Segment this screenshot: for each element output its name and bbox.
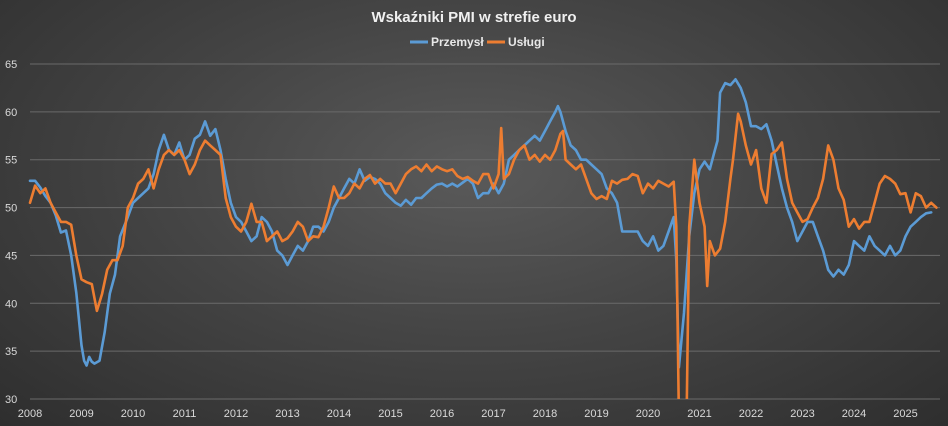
y-tick-label: 60 <box>5 107 17 119</box>
x-tick-label: 2022 <box>739 408 763 420</box>
series-line-1 <box>28 112 938 399</box>
x-axis: 2008 2009 2010 2011 2012 2013 2014 2015 2016 2017… <box>18 408 918 420</box>
x-tick-label: 2012 <box>224 408 248 420</box>
grid-lines <box>30 63 940 400</box>
x-tick-label: 2014 <box>327 408 351 420</box>
x-tick-label: 2021 <box>687 408 711 420</box>
y-tick-label: 55 <box>5 155 17 167</box>
x-tick-label: 2018 <box>533 408 557 420</box>
y-tick-label: 30 <box>5 394 17 406</box>
x-tick-label: 2017 <box>481 408 505 420</box>
plot-area <box>28 78 938 399</box>
x-tick-label: 2011 <box>173 408 197 420</box>
legend-label-1: Usługi <box>508 35 545 49</box>
series-line-0 <box>28 78 933 369</box>
legend-label-0: Przemysł <box>431 35 484 49</box>
y-tick-label: 35 <box>5 346 17 358</box>
legend: Przemysł Usługi <box>410 35 545 49</box>
x-tick-label: 2024 <box>842 408 866 420</box>
y-tick-label: 50 <box>5 203 17 215</box>
y-tick-label: 65 <box>5 59 17 71</box>
x-tick-label: 2009 <box>69 408 93 420</box>
y-tick-label: 45 <box>5 250 17 262</box>
x-tick-label: 2016 <box>430 408 454 420</box>
x-tick-label: 2025 <box>893 408 917 420</box>
y-axis: 30 35 40 45 50 55 60 65 <box>5 59 17 406</box>
x-tick-label: 2015 <box>378 408 402 420</box>
x-tick-label: 2020 <box>636 408 660 420</box>
x-tick-label: 2013 <box>275 408 299 420</box>
y-tick-label: 40 <box>5 298 17 310</box>
x-tick-label: 2019 <box>584 408 608 420</box>
x-tick-label: 2008 <box>18 408 42 420</box>
chart-title: Wskaźniki PMI w strefie euro <box>371 9 576 26</box>
x-tick-label: 2010 <box>121 408 145 420</box>
x-tick-label: 2023 <box>790 408 814 420</box>
